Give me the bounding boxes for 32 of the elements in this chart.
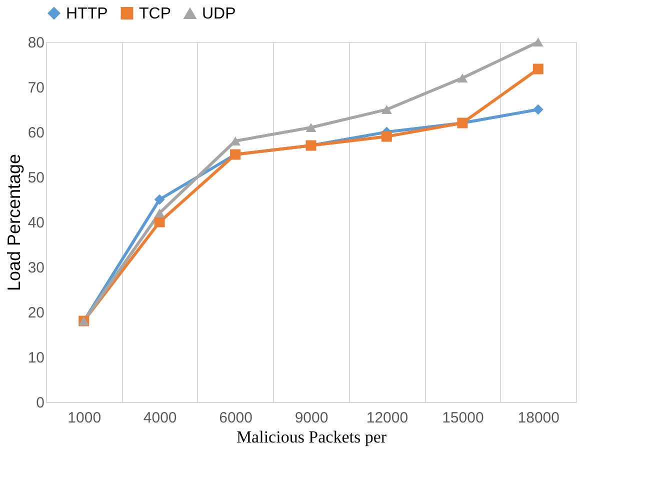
y-tick-label: 70 <box>28 80 44 96</box>
legend-label: HTTP <box>66 5 108 22</box>
point <box>532 37 544 47</box>
legend-label: UDP <box>202 6 236 22</box>
point <box>154 194 165 205</box>
point <box>154 208 165 218</box>
x-tick-label: 12000 <box>366 410 408 426</box>
point <box>381 104 392 114</box>
y-tick-label: 50 <box>28 170 44 186</box>
x-tick-label: 1000 <box>68 410 102 426</box>
y-tick-label: 20 <box>28 304 44 322</box>
x-axis-title: Malicious Packets per <box>236 428 387 446</box>
point <box>381 131 392 142</box>
x-tick-label: 4000 <box>143 410 177 426</box>
y-tick-label: 80 <box>28 34 44 52</box>
x-tick-label: 6000 <box>219 410 252 426</box>
y-axis-title: Load Percentage <box>4 154 24 292</box>
point <box>457 73 468 83</box>
y-tick-label: 30 <box>28 260 44 276</box>
point <box>532 64 544 74</box>
point <box>306 122 316 132</box>
point <box>532 104 544 115</box>
point <box>154 216 165 228</box>
y-tick-label: 10 <box>28 350 44 366</box>
y-tick-label: 40 <box>28 214 44 232</box>
point <box>230 136 241 146</box>
y-tick-label: 0 <box>36 394 44 412</box>
legend-label: TCP <box>139 5 171 22</box>
y-tick-label: 60 <box>28 124 44 142</box>
x-tick-label: 15000 <box>442 410 484 426</box>
x-tick-label: 9000 <box>294 410 328 426</box>
x-tick-label: 18000 <box>518 410 560 426</box>
